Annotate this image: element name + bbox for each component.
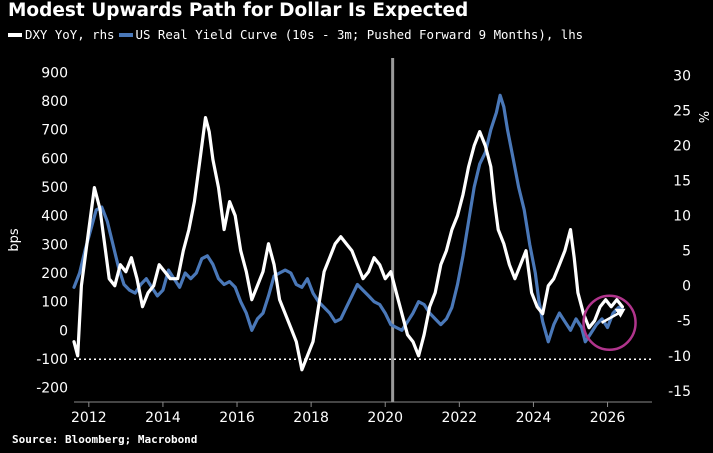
annotation-arrow-shaft <box>600 311 621 324</box>
left-tick-label: -100 <box>36 352 68 368</box>
x-tick-label: 2016 <box>219 410 255 426</box>
annotation-arrow-head <box>614 308 626 318</box>
x-tick-label: 2024 <box>516 410 552 426</box>
x-tick-label: 2022 <box>442 410 478 426</box>
legend-item-curve: US Real Yield Curve (10s - 3m; Pushed Fo… <box>118 27 584 42</box>
left-tick-label: -200 <box>36 381 68 397</box>
left-axis-label: bps <box>7 228 22 252</box>
right-tick-label: 30 <box>673 69 691 85</box>
legend-swatch-curve <box>118 32 133 37</box>
right-tick-label: -10 <box>668 349 691 365</box>
x-tick-label: 2020 <box>367 410 403 426</box>
left-tick-label: 700 <box>41 123 68 139</box>
legend-item-dxy: DXY YoY, rhs <box>8 27 115 42</box>
left-tick-label: 300 <box>41 237 68 253</box>
right-tick-label: -5 <box>677 314 691 330</box>
real-yield-curve-line <box>72 93 625 344</box>
right-axis-label: % <box>695 111 710 123</box>
x-tick-label: 2018 <box>293 410 329 426</box>
left-tick-label: 800 <box>41 94 68 110</box>
right-tick-label: 0 <box>682 279 691 295</box>
left-tick-label: 0 <box>59 323 68 339</box>
x-tick-label: 2014 <box>145 410 181 426</box>
left-tick-label: 200 <box>41 266 68 282</box>
source-note: Source: Bloomberg; Macrobond <box>12 433 198 446</box>
left-tick-label: 600 <box>41 151 68 167</box>
right-tick-label: 5 <box>682 244 691 260</box>
right-tick-label: 20 <box>673 139 691 155</box>
legend-label-dxy: DXY YoY, rhs <box>25 27 115 42</box>
right-tick-label: 15 <box>673 174 691 190</box>
x-tick-label: 2012 <box>71 410 107 426</box>
right-tick-label: -15 <box>668 384 691 400</box>
legend-swatch-dxy <box>8 32 22 37</box>
x-tick-label: 2026 <box>590 410 626 426</box>
left-tick-label: 500 <box>41 180 68 196</box>
dxy-line <box>72 115 625 372</box>
chart-title: Modest Upwards Path for Dollar Is Expect… <box>8 0 469 21</box>
right-tick-label: 25 <box>673 104 691 120</box>
left-tick-label: 900 <box>41 65 68 81</box>
legend: DXY YoY, rhs US Real Yield Curve (10s - … <box>8 27 583 42</box>
highlight-circle <box>582 294 637 351</box>
legend-label-curve: US Real Yield Curve (10s - 3m; Pushed Fo… <box>135 27 584 42</box>
left-tick-label: 100 <box>41 295 68 311</box>
right-tick-label: 10 <box>673 209 691 225</box>
left-tick-label: 400 <box>41 209 68 225</box>
